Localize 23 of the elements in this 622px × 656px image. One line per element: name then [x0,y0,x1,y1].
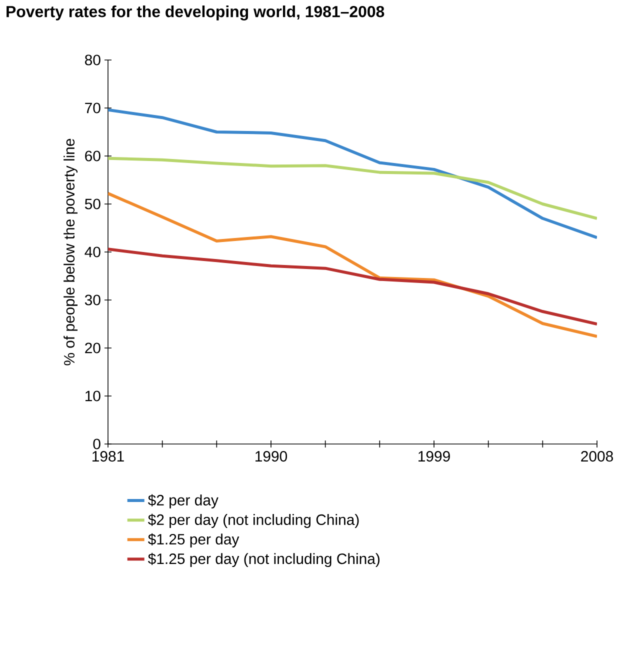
legend-label: $1.25 per day [148,533,240,548]
legend-label: $2 per day (not including China) [148,514,359,528]
x-tick-label: 1999 [418,451,450,462]
legend-label: $1.25 per day (not including China) [148,552,380,568]
y-tick-label: 10 [86,390,100,402]
line-series [108,156,597,220]
y-tick-label: 80 [85,54,100,66]
x-tick-label: 1990 [256,451,288,462]
y-tick-label: 70 [85,102,100,114]
y-tick-label: 60 [85,150,100,162]
line-series [108,108,597,240]
y-axis-title: % of people below the poverty line [64,138,78,366]
x-tick-label: 1981 [92,451,124,462]
y-tick-label: 20 [85,342,100,354]
line-series [108,248,597,326]
y-tick-label: 30 [84,294,100,306]
y-tick-label: 0 [93,438,100,450]
legend-label: $2 per day [148,494,218,508]
x-tick-label: 2008 [581,451,613,462]
y-tick-label: 40 [84,246,100,258]
chart-title: Poverty rates for the developing world, 1981–2008 [6,6,384,20]
line-series [108,192,597,338]
y-tick-label: 50 [84,198,100,210]
